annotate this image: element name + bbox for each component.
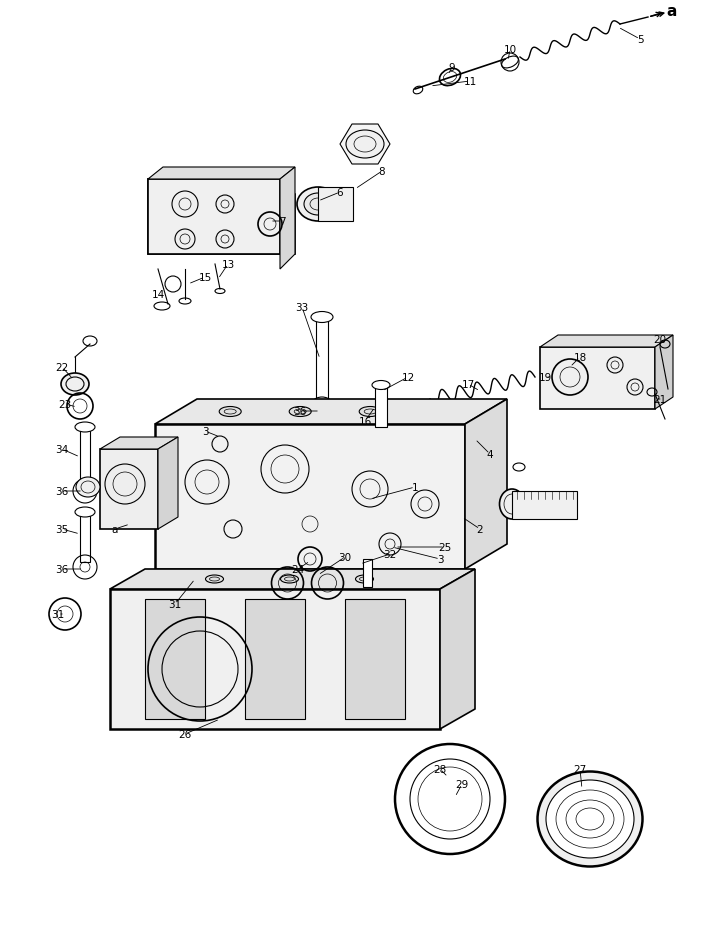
Text: 23: 23 [58,400,72,409]
Bar [80,514,90,563]
Ellipse shape [500,489,524,520]
Ellipse shape [280,575,298,584]
Polygon shape [148,168,295,180]
Text: 27: 27 [573,764,586,774]
Bar [145,600,205,720]
Text: 36: 36 [56,486,68,497]
Text: 36: 36 [56,565,68,574]
Ellipse shape [61,373,89,396]
Polygon shape [655,336,673,409]
Ellipse shape [76,478,100,498]
Bar [245,600,305,720]
Text: 31: 31 [168,600,182,609]
Text: 22: 22 [56,363,68,372]
Text: 34: 34 [56,445,68,454]
Ellipse shape [219,407,241,417]
Bar [318,188,353,222]
Ellipse shape [537,772,643,866]
Polygon shape [440,569,475,729]
Ellipse shape [75,507,95,518]
Text: 35: 35 [56,525,68,534]
Text: 15: 15 [199,272,212,283]
Ellipse shape [546,781,634,858]
Polygon shape [465,400,507,569]
Bar [155,425,465,569]
Text: 33: 33 [296,303,308,312]
Text: 5: 5 [636,35,643,45]
Ellipse shape [297,188,339,222]
Text: 18: 18 [573,352,586,363]
Text: a: a [112,525,118,534]
Text: 19: 19 [539,372,552,383]
Text: 4: 4 [486,449,494,460]
Polygon shape [158,438,178,529]
Text: 3: 3 [201,426,208,437]
Bar [80,429,90,487]
Text: 30: 30 [339,552,351,563]
Ellipse shape [359,407,381,417]
Ellipse shape [356,575,374,584]
Polygon shape [110,569,475,589]
Text: 16: 16 [358,417,372,426]
Text: 28: 28 [434,764,446,774]
Text: 20: 20 [653,335,667,345]
Bar [110,589,440,729]
Ellipse shape [311,312,333,323]
Text: 32: 32 [384,549,396,560]
Ellipse shape [206,575,223,584]
Text: 9: 9 [448,63,455,73]
Text: 24: 24 [291,565,305,574]
Ellipse shape [346,130,384,159]
Text: 7: 7 [279,217,285,227]
Text: 17: 17 [461,380,474,389]
Text: 13: 13 [221,260,234,269]
Text: 26: 26 [178,729,191,739]
Ellipse shape [289,407,311,417]
Text: 2: 2 [477,525,484,534]
Ellipse shape [75,423,95,432]
Bar [512,491,577,520]
Text: 1: 1 [412,483,418,492]
Ellipse shape [372,381,390,390]
Text: 11: 11 [463,77,477,87]
Polygon shape [340,125,390,165]
Text: 25: 25 [439,543,452,552]
Polygon shape [100,438,178,449]
Bar [345,600,405,720]
Ellipse shape [513,464,525,471]
Bar [148,180,280,255]
Text: 12: 12 [401,372,415,383]
Text: 6: 6 [337,188,344,198]
Text: 31: 31 [51,609,65,620]
Text: 29: 29 [455,779,469,789]
Text: 8: 8 [379,167,385,177]
Bar [316,320,328,407]
Polygon shape [148,180,295,255]
Text: a: a [667,5,677,19]
Text: 14: 14 [151,289,165,300]
Polygon shape [540,336,673,347]
Bar [363,560,372,587]
Bar [100,449,158,529]
Bar [363,402,433,420]
Polygon shape [280,168,295,269]
Text: 21: 21 [653,394,667,405]
Polygon shape [155,400,507,425]
Bar [540,347,655,409]
Bar [375,387,387,427]
Text: 36: 36 [294,407,307,417]
Ellipse shape [304,194,332,216]
Text: 10: 10 [503,45,517,55]
Ellipse shape [351,403,375,421]
Text: 3: 3 [436,554,444,565]
